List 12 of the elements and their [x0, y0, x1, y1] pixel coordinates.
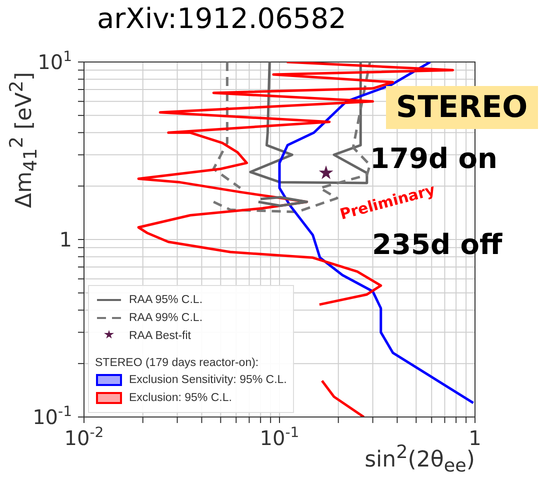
- chart-title: arXiv:1912.06582: [97, 2, 346, 35]
- legend-title: STEREO (179 days reactor-on):: [95, 357, 260, 369]
- y-tick-label: 1: [59, 228, 72, 252]
- x-tick-label: 10$^{-1}$: [260, 425, 300, 450]
- legend-label: RAA 99% C.L.: [129, 312, 203, 324]
- y-tick-label: 10$^{1}$: [38, 49, 72, 74]
- x-tick-label: 1: [468, 426, 482, 450]
- legend-label: Exclusion: 95% C.L.: [129, 392, 232, 404]
- annotation: STEREO: [386, 86, 538, 129]
- legend-label: RAA 95% C.L.: [129, 294, 203, 306]
- legend-label: RAA Best-fit: [129, 330, 191, 342]
- legend-label: Exclusion Sensitivity: 95% C.L.: [129, 374, 287, 386]
